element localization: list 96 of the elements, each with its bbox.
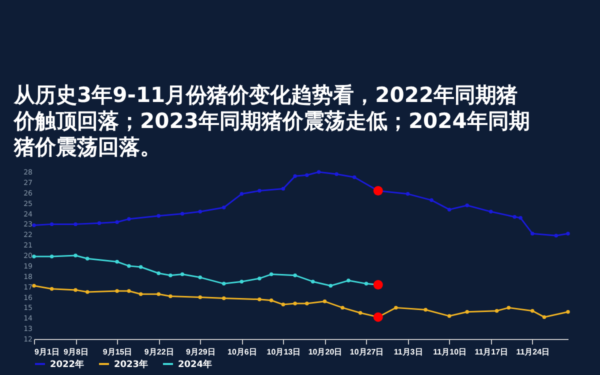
point [293,302,297,306]
point [156,214,160,218]
point [115,289,119,293]
point [373,312,383,322]
x-tick-label: 11月3日 [394,348,423,356]
point [198,276,202,280]
point [530,232,534,236]
point [305,302,309,306]
point [364,282,368,286]
x-tick-label: 10月27日 [350,348,384,356]
point [424,308,428,312]
legend-label: 2024年 [178,359,212,370]
point [316,170,321,174]
point [156,292,160,296]
legend-label: 2023年 [114,359,148,370]
point [115,220,119,224]
point [74,254,78,258]
point [240,280,244,284]
point [281,186,286,191]
point [32,284,36,288]
point [506,306,511,310]
x-tick-label: 10月6日 [227,348,257,356]
point [430,198,434,202]
point [269,298,274,302]
legend-label: 2022年 [50,359,84,370]
point [269,272,274,276]
x-tick-label: 9月1日 [34,348,60,356]
point [447,208,452,212]
point [530,308,534,313]
point [127,289,131,293]
point [50,222,54,226]
point [373,186,383,196]
point [198,295,202,300]
point [50,254,54,258]
point [240,192,244,196]
x-tick-label: 9月22日 [144,348,174,356]
point [198,210,202,214]
x-tick-label: 10月20日 [308,348,342,356]
point [566,310,570,314]
x-tick-label: 11月17日 [474,348,508,356]
point [305,173,309,177]
point [258,188,262,193]
point [465,310,470,314]
point [86,290,90,294]
point [352,175,356,180]
point [32,254,36,258]
point [74,288,78,292]
point [86,256,90,260]
point [222,282,226,286]
point [328,284,333,288]
point [138,265,143,269]
point [340,306,344,310]
point [465,204,470,208]
point [322,300,327,304]
point [373,280,383,290]
point [156,271,160,276]
x-tick-label: 9月29日 [186,348,216,356]
point [334,172,338,176]
point [258,297,262,302]
point [180,272,184,276]
chart-title: 从历史3年9-11月份猪价变化趋势看，2022年同期猪价触顶回落；2023年同期猪价震荡走低；2024年同期猪价震荡回落。 [13,83,530,159]
point [222,296,226,300]
point [488,210,493,214]
point [494,308,499,313]
x-tick-label: 10月13日 [266,348,301,356]
point [394,306,398,310]
point [512,215,516,219]
point [168,273,172,278]
point [138,292,143,296]
point [97,221,102,226]
point [32,223,36,228]
point [518,216,522,220]
point [74,222,78,226]
point [358,311,362,315]
point [50,287,54,291]
point [542,315,546,319]
point [258,276,262,280]
point [127,217,131,221]
point [115,260,119,264]
point [566,232,570,236]
point [310,280,315,284]
point [293,273,297,278]
x-tick-label: 11月24日 [516,348,550,356]
point [222,206,226,210]
point [554,234,558,238]
point [406,192,410,196]
point [346,278,350,282]
point [447,314,452,318]
x-tick-label: 9月15日 [102,348,132,356]
point [281,302,286,306]
point [293,174,297,178]
x-tick-label: 11月10日 [433,348,467,356]
point [168,294,172,298]
point [180,212,184,216]
point [127,264,131,268]
x-tick-label: 9月8日 [64,348,88,356]
